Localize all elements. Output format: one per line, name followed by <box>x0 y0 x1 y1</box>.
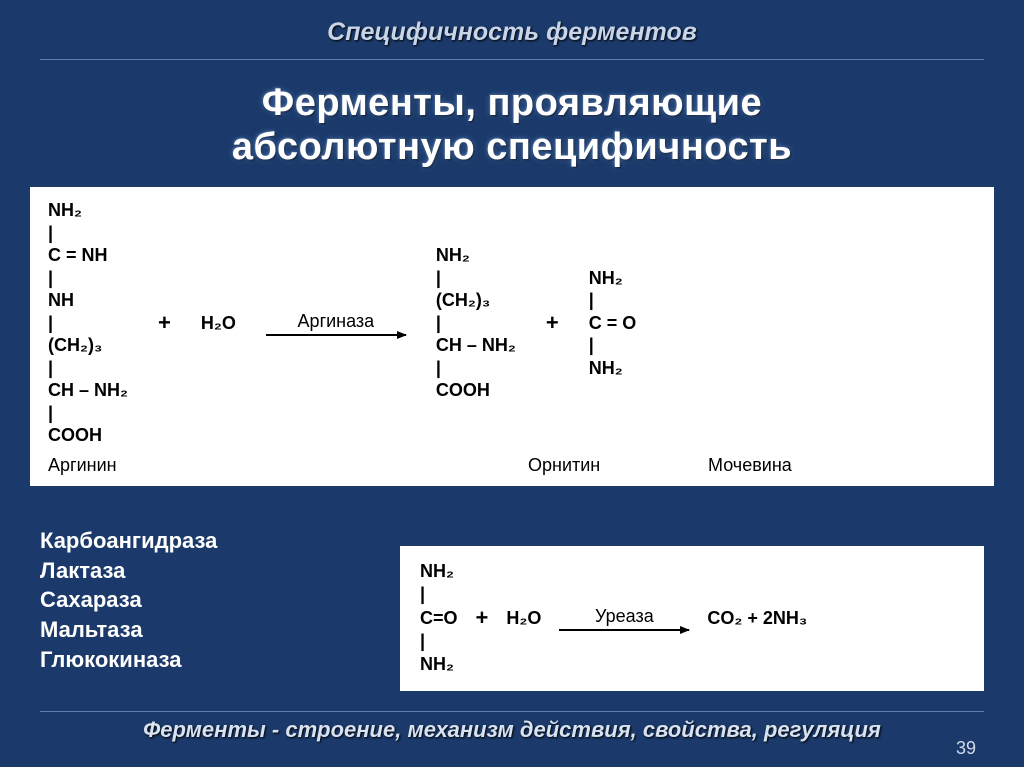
divider-top <box>40 59 984 60</box>
reaction-urease-panel: NH₂|C=O|NH₂ + H₂O Уреаза CO₂ + 2NH₃ <box>400 546 984 691</box>
title-line-2: абсолютную специфичность <box>0 126 1024 170</box>
enzyme-list-item: Карбоангидраза <box>40 526 360 556</box>
slide-title: Ферменты, проявляющие абсолютную специфи… <box>0 82 1024 169</box>
reaction-arrow-2: Уреаза <box>559 606 689 631</box>
plus-symbol: + <box>476 605 489 631</box>
water-reactant: H₂O <box>201 312 236 335</box>
water-reactant-2: H₂O <box>506 607 541 630</box>
plus-symbol: + <box>158 310 171 336</box>
plus-symbol: + <box>546 310 559 336</box>
label-ornithine: Орнитин <box>528 455 668 476</box>
arginine-structure: NH₂|C = NH|NH|(CH₂)₃|CH – NH₂|COOH <box>48 199 128 447</box>
urea-structure: NH₂|C = O|NH₂ <box>589 267 637 380</box>
label-arginine: Аргинин <box>48 455 178 476</box>
page-number: 39 <box>956 738 976 759</box>
reaction-1-formula: NH₂|C = NH|NH|(CH₂)₃|CH – NH₂|COOH + H₂O… <box>48 199 976 447</box>
enzyme-list: КарбоангидразаЛактазаСахаразаМальтазаГлю… <box>40 516 360 691</box>
reaction-1-labels: Аргинин Орнитин Мочевина <box>48 455 976 476</box>
enzyme-label-urease: Уреаза <box>595 606 654 627</box>
reaction-arrow-1: Аргиназа <box>266 311 406 336</box>
slide-footer: Ферменты - строение, механизм действия, … <box>0 717 1024 743</box>
enzyme-label-arginase: Аргиназа <box>298 311 375 332</box>
enzyme-list-item: Сахараза <box>40 585 360 615</box>
label-urea: Мочевина <box>708 455 848 476</box>
enzyme-list-item: Лактаза <box>40 556 360 586</box>
divider-bottom <box>40 711 984 712</box>
urease-products: CO₂ + 2NH₃ <box>707 607 807 630</box>
title-line-1: Ферменты, проявляющие <box>0 82 1024 126</box>
urea-reactant-structure: NH₂|C=O|NH₂ <box>420 560 458 677</box>
enzyme-list-item: Мальтаза <box>40 615 360 645</box>
slide-header: Специфичность ферментов <box>0 0 1024 47</box>
enzyme-list-item: Глюкокиназа <box>40 645 360 675</box>
ornithine-structure: NH₂|(CH₂)₃|CH – NH₂|COOH <box>436 244 516 402</box>
reaction-arginase-panel: NH₂|C = NH|NH|(CH₂)₃|CH – NH₂|COOH + H₂O… <box>30 187 994 486</box>
